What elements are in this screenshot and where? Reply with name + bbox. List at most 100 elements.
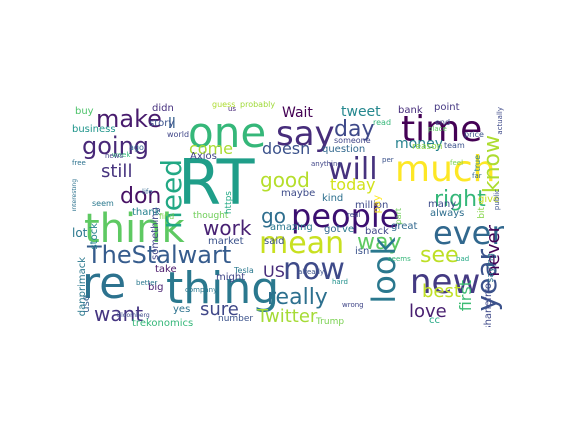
word-bloomberg: Bloomberg: [117, 312, 150, 319]
word-interesting: interesting: [72, 179, 78, 212]
word-true: true: [473, 155, 482, 172]
word-story: story: [149, 118, 175, 129]
word-cc: cc: [429, 315, 440, 326]
word-probably: probably: [240, 100, 276, 109]
word-far: far: [472, 172, 482, 180]
word-isn: isn: [355, 246, 370, 257]
word-great: great: [391, 221, 418, 232]
word-much: much: [395, 149, 496, 190]
word-go: go: [261, 204, 286, 228]
word-said: said: [264, 236, 285, 247]
word-hard: hard: [332, 278, 348, 286]
word-saying: saying: [486, 253, 496, 283]
word-part: part: [394, 208, 403, 225]
word-want: want: [94, 302, 144, 326]
word-amazing: amazing: [270, 222, 313, 233]
word-wait: Wait: [282, 105, 313, 121]
word-still: still: [101, 161, 133, 182]
word-see: see: [420, 243, 459, 268]
word-bad: bad: [456, 255, 470, 263]
word-yes: yes: [173, 304, 191, 315]
word-read: read: [373, 118, 392, 127]
word-question: question: [322, 144, 366, 155]
word-find: find: [159, 212, 175, 221]
word-back: back: [365, 226, 389, 237]
word-kind: kind: [322, 193, 344, 204]
word-bit: bit: [477, 207, 487, 219]
word-per: per: [382, 156, 394, 164]
word-rt: RT: [178, 146, 255, 219]
word-thing: thing: [166, 263, 280, 314]
word-ll: ll: [168, 116, 176, 132]
word-time: time: [401, 109, 483, 150]
word-don: don: [120, 184, 162, 209]
word-company: company: [185, 286, 218, 294]
word-twitter: Twitter: [257, 306, 318, 327]
word-maybe: maybe: [281, 188, 316, 199]
word-one: one: [188, 108, 267, 157]
word-point: point: [434, 102, 460, 113]
word-danprimack: danprimack: [77, 257, 88, 317]
word-week: week: [112, 151, 131, 159]
word-mean: mean: [259, 226, 345, 261]
word-thought: thought: [193, 211, 229, 221]
word-million: million: [355, 200, 389, 211]
word-lot: lot: [72, 226, 88, 240]
word-people: people: [291, 197, 400, 235]
word-say: say: [276, 114, 335, 154]
word-didn: didn: [152, 103, 174, 114]
word-seem: seem: [92, 199, 114, 208]
word-axios: Axios: [190, 151, 217, 162]
word-even: even: [433, 214, 504, 252]
word-number: number: [218, 314, 254, 324]
word-https: https: [224, 191, 234, 215]
word-trekonomics: trekonomics: [132, 318, 194, 328]
word-ago: ago: [129, 143, 144, 152]
word-will: will: [328, 152, 378, 187]
word-money: money: [395, 136, 443, 152]
word-pay: pay: [372, 195, 383, 214]
word-day: day: [334, 117, 375, 142]
word-team: team: [444, 141, 465, 150]
word-new: new: [410, 262, 481, 302]
word-reason: reason: [412, 142, 443, 152]
word-way: way: [357, 230, 402, 255]
word-life: life: [142, 188, 153, 196]
word-today: today: [330, 175, 376, 194]
word-public: public: [493, 189, 501, 211]
word-work: work: [203, 216, 252, 240]
word-us: US: [263, 262, 285, 281]
word-buy: buy: [75, 106, 94, 117]
word-look: look: [365, 237, 403, 304]
word-feel: feel: [450, 159, 464, 167]
word-business: business: [72, 124, 116, 135]
word-free: free: [72, 159, 86, 167]
word-re: re: [82, 258, 127, 309]
word-stock: stock: [89, 223, 100, 250]
word-doesn: doesn: [262, 139, 311, 158]
word-ve: ve: [342, 224, 355, 235]
word-know: know: [480, 135, 504, 194]
word-make: make: [96, 105, 162, 133]
word-give: give: [478, 194, 500, 205]
word-world: world: [167, 130, 190, 139]
word-now: now: [283, 252, 345, 287]
word-take: take: [155, 264, 177, 275]
word-first: first: [456, 280, 475, 312]
word-always: always: [430, 208, 465, 219]
word-good: good: [260, 168, 310, 192]
word-thank: thank: [132, 207, 161, 218]
word-really: really: [267, 285, 328, 310]
word-seems: seems: [388, 255, 411, 263]
word-thestalwart: TheStalwart: [87, 241, 232, 269]
word-wrong: wrong: [342, 301, 364, 309]
word-someone: someone: [334, 136, 371, 145]
word-got: got: [324, 224, 341, 235]
word-big: big: [148, 282, 164, 293]
word-cloud: RT people one think re thing much time even new no…: [72, 97, 504, 327]
word-think: think: [84, 206, 185, 252]
word-us: us: [228, 105, 237, 113]
word-price: price: [464, 130, 484, 139]
word-might: might: [216, 272, 246, 283]
word-news: news: [105, 152, 124, 160]
